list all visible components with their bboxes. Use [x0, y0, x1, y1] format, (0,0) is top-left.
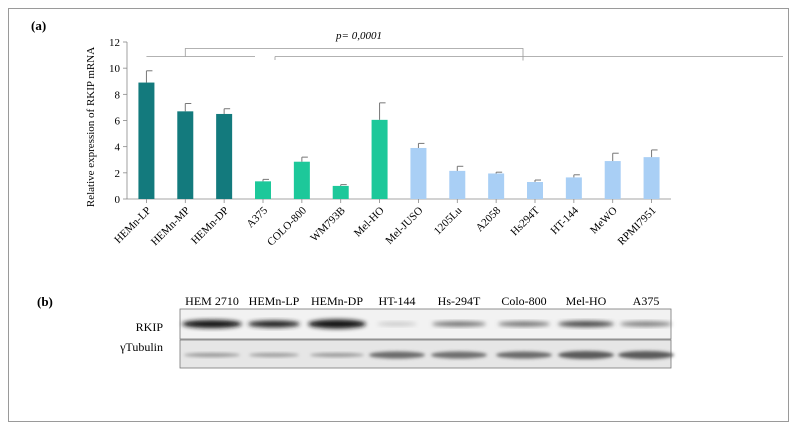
blot-lane-label: Hs-294T	[438, 294, 481, 308]
x-tick-label: COLO-800	[265, 204, 309, 248]
x-tick-label: MeWO	[588, 205, 620, 237]
blot-lane-label: Colo-800	[501, 294, 546, 308]
blot-lane-label: HT-144	[379, 294, 416, 308]
blot-band-rkip	[248, 320, 300, 328]
y-axis-label: Relative expression of RKIP mRNA	[85, 47, 97, 207]
blot-band-tubulin	[558, 351, 614, 359]
bracket-line	[184, 48, 524, 61]
blot-band-tubulin	[310, 353, 364, 357]
x-tick-label: HEMn-DP	[189, 205, 231, 247]
y-tick-label: 0	[115, 194, 121, 206]
y-tick-label: 4	[115, 142, 121, 154]
x-tick-label: 1205Lu	[432, 204, 465, 237]
bar	[138, 82, 155, 199]
x-tick-label: A375	[244, 204, 270, 230]
bar	[177, 111, 194, 199]
blot-band-tubulin	[431, 351, 487, 359]
blot-band-tubulin	[618, 351, 674, 359]
blot-lane-labels: HEM 2710 HEMn-LP HEMn-DP HT-144 Hs-294T Colo-…	[185, 294, 659, 308]
y-tick-label: 8	[115, 89, 121, 101]
x-tick-label: WM793B	[308, 205, 348, 245]
blot-band-tubulin	[249, 353, 299, 357]
blot-band-rkip	[558, 321, 614, 327]
bar	[255, 181, 271, 199]
blot-band-rkip	[432, 321, 486, 327]
blot-lane-label: HEMn-DP	[311, 294, 363, 308]
blot-lane-label: HEMn-LP	[249, 294, 300, 308]
significance-annotation: p= 0,0001	[335, 30, 382, 42]
x-tick-label: HEMn-LP	[112, 205, 153, 246]
y-tick-label: 6	[115, 116, 121, 128]
blot-row-label-tubulin: γTubulin	[119, 340, 163, 354]
bar	[216, 113, 233, 199]
blot-band-tubulin	[184, 353, 240, 357]
blot-lane-label: Mel-HO	[566, 294, 607, 308]
bar	[604, 161, 621, 199]
x-tick-label: Mel-HO	[352, 205, 387, 240]
blot-band-rkip	[498, 321, 550, 327]
bar	[293, 161, 310, 199]
bar	[410, 147, 427, 199]
bar	[371, 119, 388, 199]
blot-band-rkip	[182, 320, 242, 328]
x-tick-label: HEMn-MP	[149, 205, 192, 248]
panel-b-label: (b)	[37, 294, 53, 309]
panel-a-label: (a)	[31, 18, 46, 33]
x-tick-label: Mel-JUSO	[383, 205, 425, 247]
bar	[643, 157, 660, 199]
bar	[527, 181, 543, 199]
blot-row-label-rkip: RKIP	[136, 320, 164, 334]
blot-band-rkip	[377, 322, 417, 326]
x-tick-label: RPMI7951	[616, 205, 659, 248]
bar	[565, 177, 582, 199]
figure-frame: (a) 0 2 4 6 8 10 12 HEMn-LP HEMn-MP HEMn-DP A375 CO…	[8, 8, 789, 422]
western-blot	[179, 308, 674, 369]
y-tick-label: 12	[109, 37, 120, 49]
blot-band-tubulin	[369, 351, 425, 359]
bar	[332, 185, 349, 199]
blot-band-rkip	[620, 321, 672, 327]
blot-band-rkip	[308, 319, 366, 329]
x-tick-label: Hs294T	[509, 204, 543, 238]
y-tick-label: 10	[109, 63, 121, 75]
x-tick-label: A2058	[474, 204, 504, 234]
bar	[449, 170, 466, 199]
bar	[488, 173, 505, 199]
x-tick-label: HT-144	[549, 204, 582, 237]
blot-bands	[182, 319, 674, 359]
y-tick-label: 2	[115, 168, 121, 180]
blot-band-tubulin	[496, 351, 552, 359]
blot-lane-label: A375	[633, 294, 660, 308]
blot-lane-label: HEM 2710	[185, 294, 239, 308]
